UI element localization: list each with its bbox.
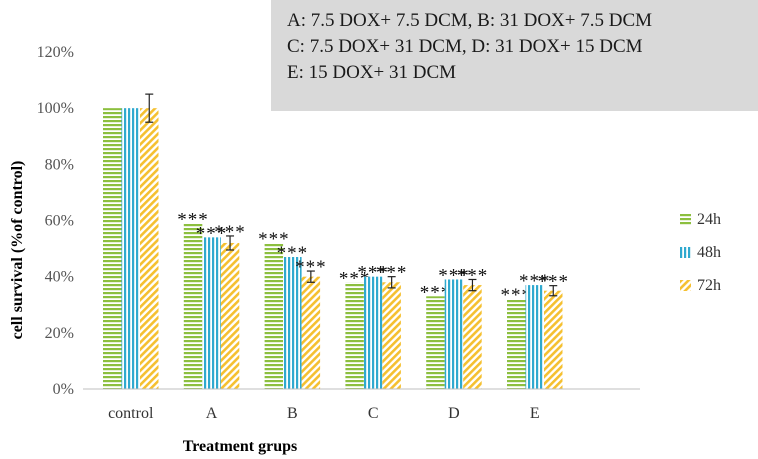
legend-swatch-48h [680, 247, 691, 258]
significance-mark-B-72h: *** [295, 257, 327, 278]
bar-C-72h [382, 282, 401, 389]
significance-mark-A-72h: *** [214, 222, 246, 243]
y-tick-label: 120% [37, 44, 74, 61]
legend-swatch-24h [680, 214, 691, 225]
bar-E-48h [525, 285, 544, 389]
bars: ********* *******************************… [103, 93, 570, 390]
significance-mark-E-48h: *** [519, 271, 551, 292]
bar-E-72h [544, 290, 563, 389]
significance-mark-A-24h: *** [177, 209, 209, 230]
bar-D-48h [444, 279, 464, 389]
legend-label-72h: 72h [697, 276, 721, 294]
note-line-1: A: 7.5 DOX+ 7.5 DCM, B: 31 DOX+ 7.5 DCM [287, 10, 653, 31]
x-tick-label: B [287, 405, 298, 422]
bar-E-24h [507, 299, 526, 389]
y-tick-label: 60% [45, 213, 74, 230]
significance-mark-B-24h: *** [258, 229, 290, 250]
x-tick-label: A [206, 405, 218, 422]
legend-item-24h: 24h [680, 203, 721, 236]
y-tick-label: 100% [37, 100, 74, 117]
x-tick-label: E [530, 405, 540, 422]
legend-item-48h: 48h [680, 236, 721, 269]
y-axis-ticks: 0% 20% 40% 60% 80% 100% 120% [37, 44, 74, 398]
bar-control-72h [140, 108, 159, 390]
bar-D-24h [426, 296, 445, 389]
y-axis-label: cell survival (%of control) [9, 160, 26, 340]
significance-mark-D-24h: *** [420, 282, 452, 303]
condition-note-box: A: 7.5 DOX+ 7.5 DCM, B: 31 DOX+ 7.5 DCM … [271, 0, 758, 111]
bar-A-48h [202, 237, 221, 389]
significance-mark-C-24h: *** [339, 268, 371, 289]
x-axis-ticks: control A B C D E [108, 405, 540, 422]
bar-control-48h [121, 108, 140, 390]
significance-mark-A-48h: *** [196, 223, 228, 244]
bar-B-48h [283, 257, 302, 389]
y-tick-label: 80% [45, 156, 74, 173]
legend-swatch-72h [680, 280, 691, 291]
significance-mark-C-72h: *** [376, 263, 408, 284]
significance-mark-C-48h: *** [357, 263, 389, 284]
y-tick-label: 20% [45, 325, 74, 342]
legend-label-24h: 24h [697, 210, 721, 228]
significance-mark-E-24h: *** [501, 285, 533, 306]
x-tick-label: D [448, 405, 460, 422]
significance-mark-D-72h: *** [457, 265, 489, 286]
bar-B-72h [301, 276, 321, 389]
legend-item-72h: 72h [680, 269, 721, 302]
bar-B-24h [264, 242, 284, 389]
bar-C-48h [363, 276, 383, 389]
significance-mark-D-48h: *** [438, 265, 470, 286]
note-line-3: E: 15 DOX+ 31 DCM [287, 62, 457, 83]
bar-C-24h [345, 282, 364, 389]
significance-mark-E-72h: *** [538, 272, 570, 293]
y-tick-label: 0% [53, 381, 74, 398]
bar-A-24h [183, 223, 203, 389]
bar-control-24h [103, 108, 122, 390]
note-line-2: C: 7.5 DOX+ 31 DCM, D: 31 DOX+ 15 DCM [287, 36, 643, 57]
x-tick-label: control [108, 405, 154, 422]
x-tick-label: C [368, 405, 379, 422]
legend: 24h 48h 72h [680, 203, 721, 302]
y-tick-label: 40% [45, 269, 74, 286]
bar-A-72h [220, 242, 240, 389]
significance-mark-B-48h: *** [277, 243, 309, 264]
x-axis-label: Treatment grups [182, 438, 298, 455]
legend-label-48h: 48h [697, 243, 721, 261]
bar-D-72h [463, 285, 482, 389]
